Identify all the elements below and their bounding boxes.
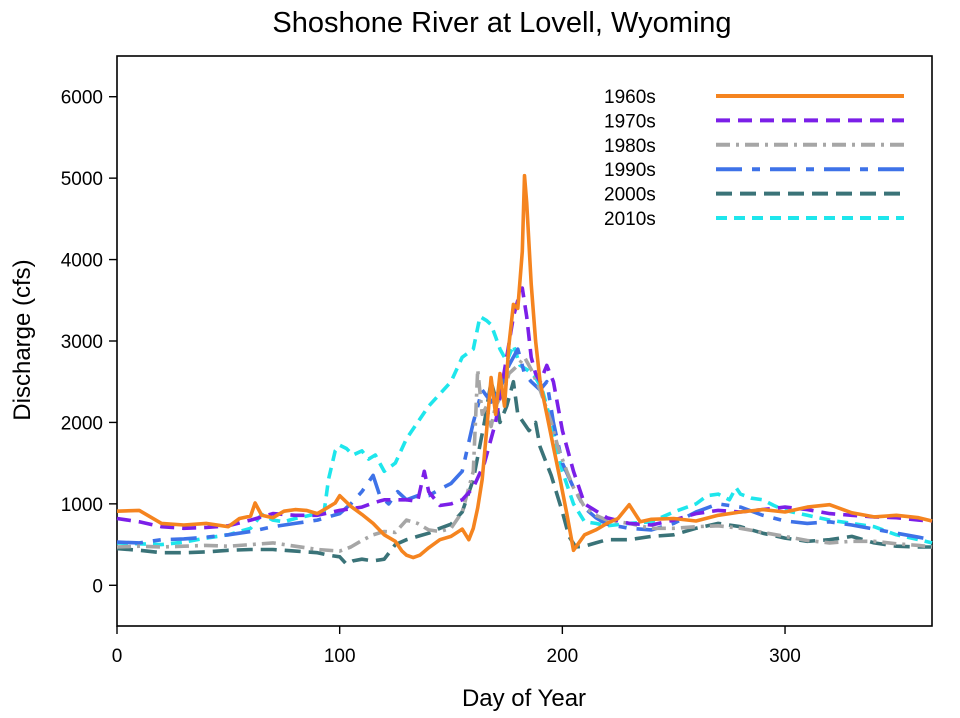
legend-label-2000s: 2000s <box>604 185 656 206</box>
y-tick-label: 4000 <box>61 251 103 272</box>
legend-label-2010s: 2010s <box>604 209 656 230</box>
y-tick-label: 1000 <box>61 495 103 516</box>
legend-label-1990s: 1990s <box>604 160 656 181</box>
series-line-2010s <box>116 314 933 547</box>
y-tick-label: 2000 <box>61 413 103 434</box>
legend-label-1960s: 1960s <box>604 87 656 108</box>
y-tick-label: 5000 <box>61 169 103 190</box>
series-line-1960s <box>116 173 933 560</box>
x-tick-label: 0 <box>112 646 123 667</box>
y-tick-label: 6000 <box>61 88 103 109</box>
x-tick-label: 300 <box>769 646 801 667</box>
series-line-2000s <box>116 379 932 566</box>
x-tick-label: 100 <box>324 646 356 667</box>
series-line-1970s <box>116 286 933 531</box>
series-line-1990s <box>116 347 933 545</box>
y-axis: 0 1000 2000 3000 4000 5000 6000 <box>61 88 117 597</box>
x-axis-title: Day of Year <box>462 685 586 712</box>
y-axis-title: Discharge (cfs) <box>9 259 36 420</box>
legend: 1960s 1970s 1980s 1990s 2000s 2010s <box>604 87 904 230</box>
legend-label-1980s: 1980s <box>604 136 656 157</box>
y-tick-label: 3000 <box>61 332 103 353</box>
chart-title: Shoshone River at Lovell, Wyoming <box>272 7 731 39</box>
x-tick-label: 200 <box>547 646 579 667</box>
x-axis: 0 100 200 300 <box>112 626 801 667</box>
series-layer <box>116 173 933 566</box>
legend-label-1970s: 1970s <box>604 111 656 132</box>
y-tick-label: 0 <box>92 576 103 597</box>
